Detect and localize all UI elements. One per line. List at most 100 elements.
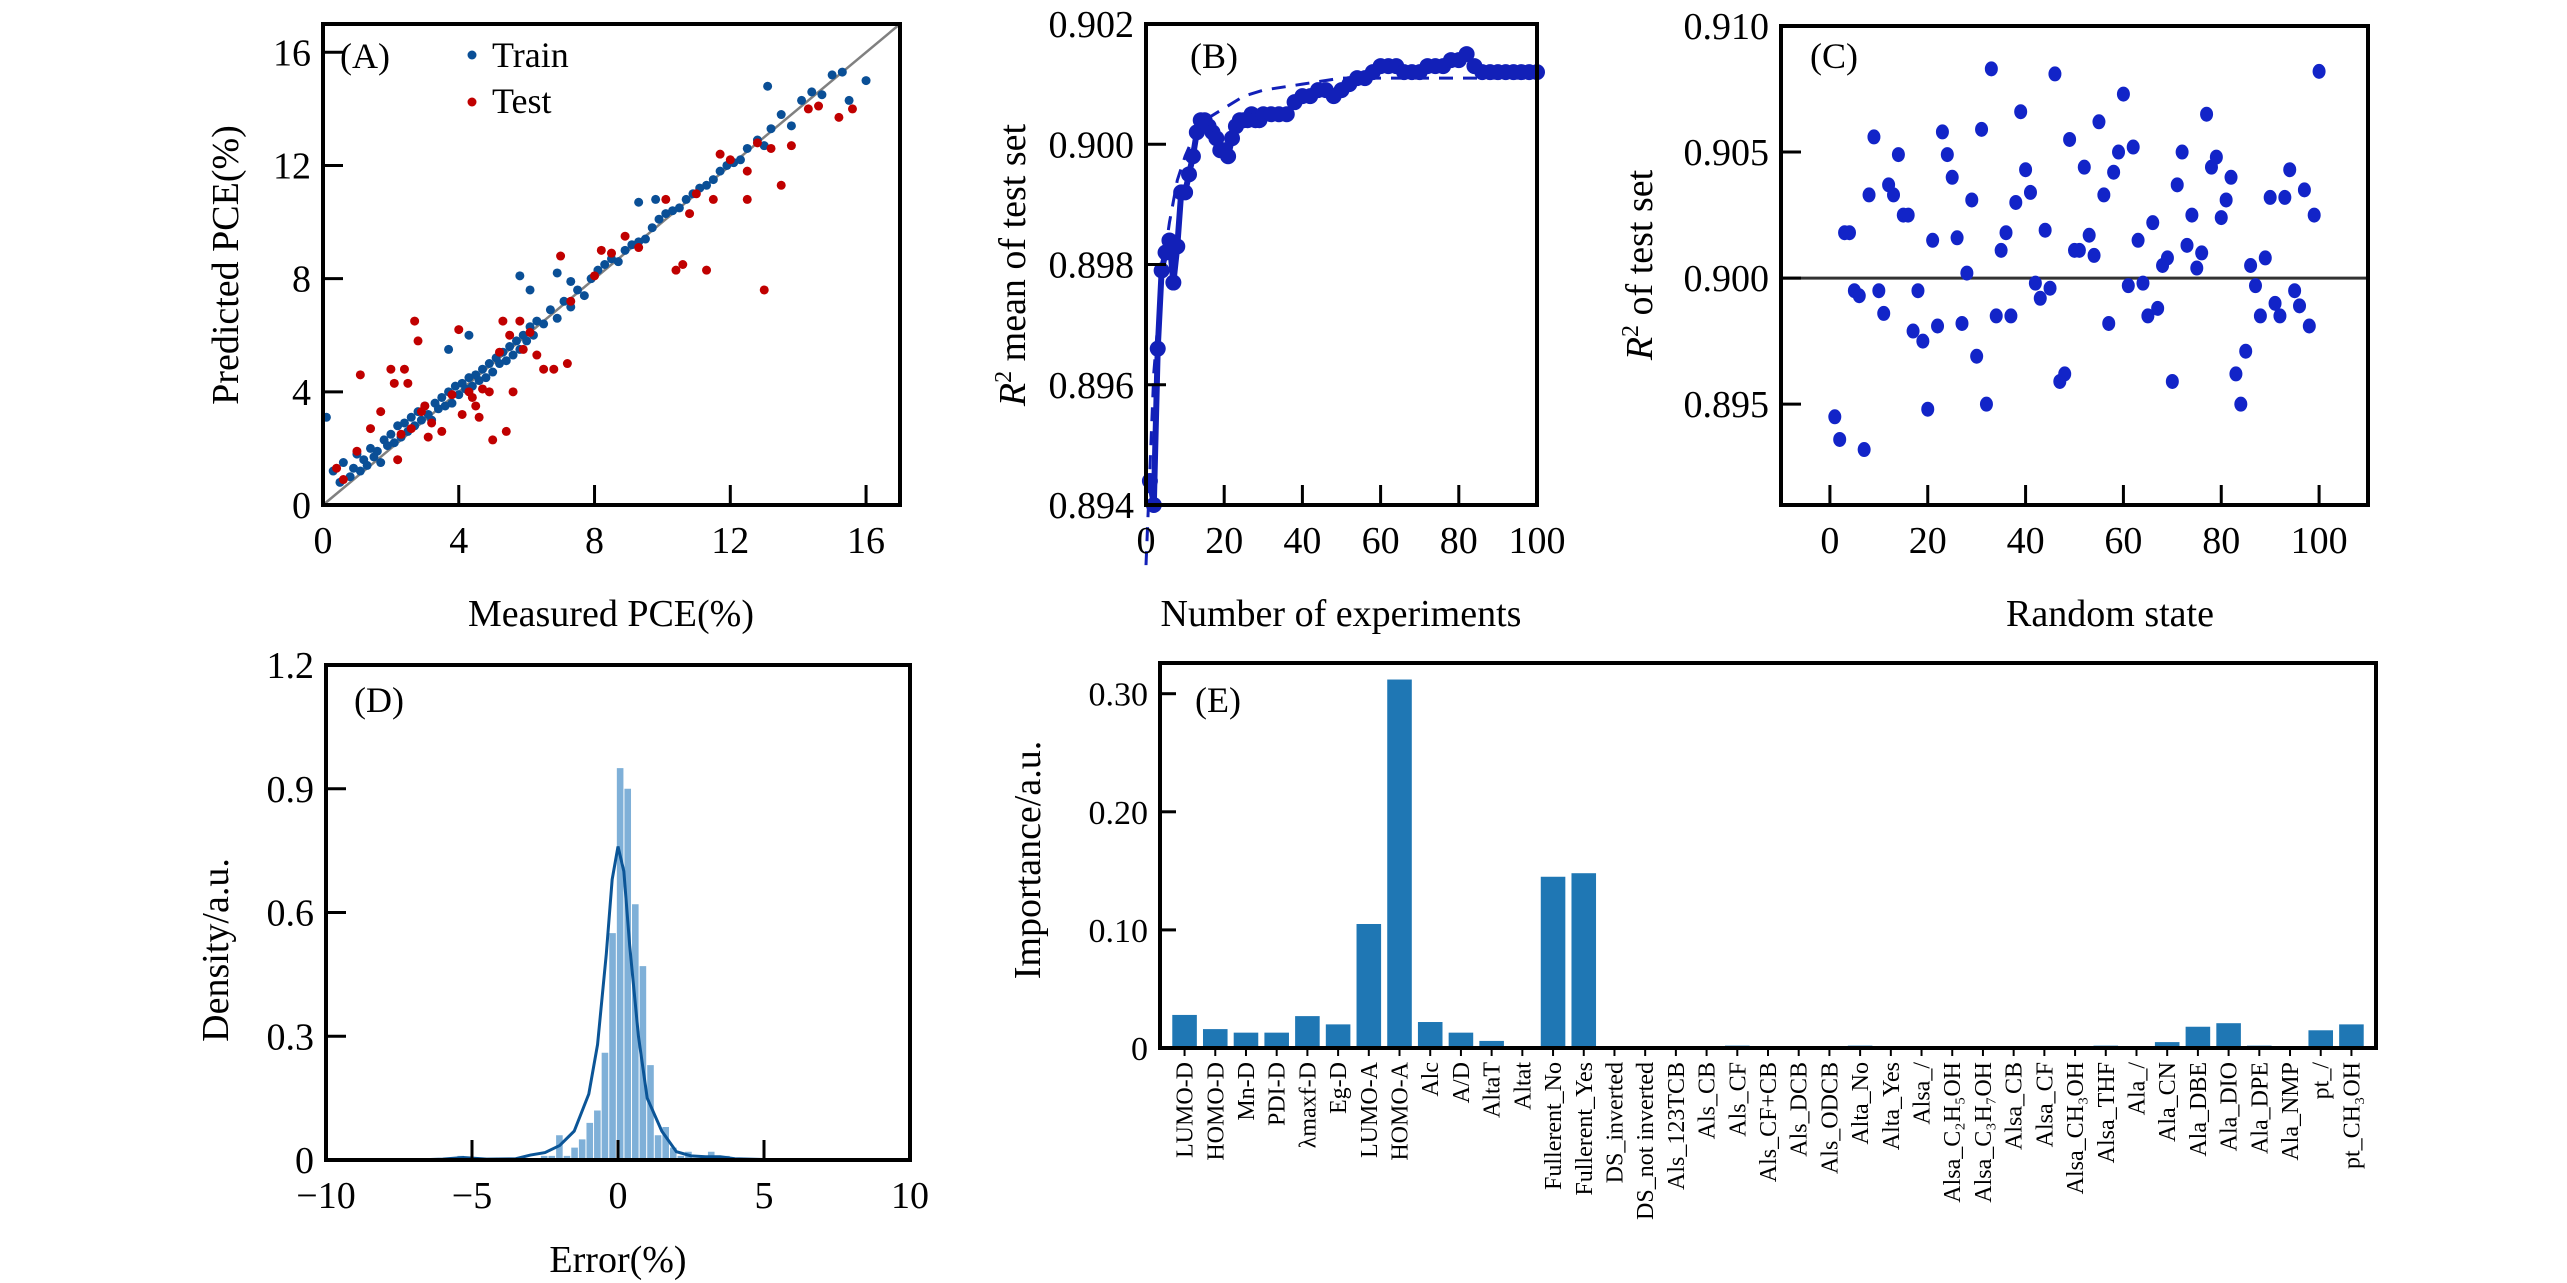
r2-point xyxy=(2048,66,2062,82)
r2-point xyxy=(2214,210,2228,226)
train-point xyxy=(389,438,399,448)
test-point xyxy=(474,412,484,422)
histogram-bar xyxy=(571,1147,578,1160)
r2-point xyxy=(1877,305,1891,321)
r2-point xyxy=(2033,290,2047,306)
r2-point xyxy=(1906,323,1920,339)
r2-point xyxy=(1984,61,1998,77)
train-point xyxy=(349,463,359,473)
test-point xyxy=(814,101,824,111)
test-point xyxy=(488,435,498,445)
train-point xyxy=(505,342,515,352)
test-point xyxy=(691,189,701,199)
r2-point xyxy=(1955,315,1969,331)
r2-point xyxy=(2170,177,2184,193)
test-point xyxy=(566,296,576,306)
train-point xyxy=(525,285,535,295)
r2-point xyxy=(2063,131,2077,147)
r2-point xyxy=(2234,396,2248,412)
train-point xyxy=(386,429,396,439)
train-point xyxy=(661,209,671,219)
histogram-bar xyxy=(616,768,624,1160)
panel-b-x-tick-label: 20 xyxy=(1205,520,1243,562)
r2-point xyxy=(2297,182,2311,198)
train-point xyxy=(545,305,555,315)
panel-e-y-tick-label: 0.30 xyxy=(1089,677,1149,714)
test-point xyxy=(454,325,464,335)
panel-a-x-axis-label: Measured PCE(%) xyxy=(468,593,754,635)
train-point xyxy=(393,421,403,431)
test-point xyxy=(338,475,348,485)
train-point xyxy=(484,359,494,369)
test-point xyxy=(471,401,481,411)
panel-b-x-axis-label: Number of experiments xyxy=(1161,593,1522,635)
histogram-bar xyxy=(632,904,639,1160)
test-point xyxy=(406,424,416,434)
test-point xyxy=(607,248,616,258)
r2-mean-point xyxy=(1181,166,1198,183)
panel-d-error-density: −10 −5 0 5 10 0 0.3 0.6 0.9 1.2 (D) Error(%) Dens… xyxy=(195,645,929,1281)
r2-point xyxy=(2082,227,2096,243)
r2-mean-point xyxy=(1165,274,1182,291)
legend-test-marker xyxy=(467,97,477,107)
importance-bar xyxy=(1356,923,1382,1048)
panel-c-x-tick-label: 0 xyxy=(1820,520,1839,562)
test-point xyxy=(427,418,437,428)
r2-point xyxy=(2077,159,2091,175)
r2-point xyxy=(2175,144,2189,160)
importance-bar xyxy=(2154,1042,2180,1048)
train-point xyxy=(766,124,776,134)
test-point xyxy=(766,143,776,153)
r2-mean-point xyxy=(1220,148,1237,165)
r2-point xyxy=(2092,114,2106,130)
r2-point xyxy=(1887,187,1901,203)
r2-point xyxy=(1999,225,2013,241)
importance-bar xyxy=(2185,1026,2211,1048)
category-label: Mn-D xyxy=(1234,1062,1260,1121)
r2-point xyxy=(2185,207,2199,223)
r2-point xyxy=(2116,86,2130,102)
panel-c-y-tick-label: 0.895 xyxy=(1684,384,1770,426)
train-point xyxy=(776,110,786,120)
category-label: Ala_NMP xyxy=(2278,1062,2304,1161)
train-point xyxy=(613,257,623,267)
train-point xyxy=(600,260,610,269)
r2-point xyxy=(2293,298,2307,314)
r2-point xyxy=(2023,184,2037,200)
train-point xyxy=(735,155,745,165)
category-label: DS_inverted xyxy=(1602,1062,1628,1183)
panel-a-y-tick-label: 12 xyxy=(273,145,311,187)
category-label: Als_123TCB xyxy=(1664,1062,1690,1190)
panel-a-y-tick-label: 4 xyxy=(292,372,311,414)
panel-b-x-tick-label: 40 xyxy=(1283,520,1321,562)
histogram-bar xyxy=(669,1147,677,1160)
r2-point xyxy=(2209,149,2223,165)
category-label: Fullerent_No xyxy=(1541,1062,1567,1190)
importance-bar xyxy=(1479,1040,1504,1048)
train-point xyxy=(837,67,847,77)
r2-point xyxy=(2219,192,2233,208)
test-point xyxy=(437,426,447,436)
test-point xyxy=(776,180,786,190)
panel-b-y-axis-label: R2 mean of test set xyxy=(991,123,1034,407)
panel-d-x-tick-label: 0 xyxy=(609,1175,628,1217)
test-point xyxy=(399,364,409,374)
train-point xyxy=(454,390,464,400)
r2-point xyxy=(1828,409,1842,425)
test-point xyxy=(494,347,504,357)
panel-c-y-label-r: R xyxy=(1619,337,1661,361)
test-point xyxy=(532,350,542,360)
r2-point xyxy=(2273,308,2287,324)
r2-point xyxy=(1911,283,1925,299)
train-point xyxy=(807,87,817,97)
importance-bar xyxy=(2339,1024,2364,1048)
r2-point xyxy=(2097,187,2111,203)
importance-bar xyxy=(2308,1030,2334,1048)
panel-b-y-tick-label: 0.894 xyxy=(1049,485,1135,527)
train-point xyxy=(627,240,637,250)
panel-a-x-tick-label: 12 xyxy=(711,520,749,562)
category-label: Alta_Yes xyxy=(1879,1062,1905,1150)
test-point xyxy=(484,387,494,397)
r2-point xyxy=(2283,162,2297,178)
panel-c-y-label-rest: of test set xyxy=(1619,169,1661,325)
